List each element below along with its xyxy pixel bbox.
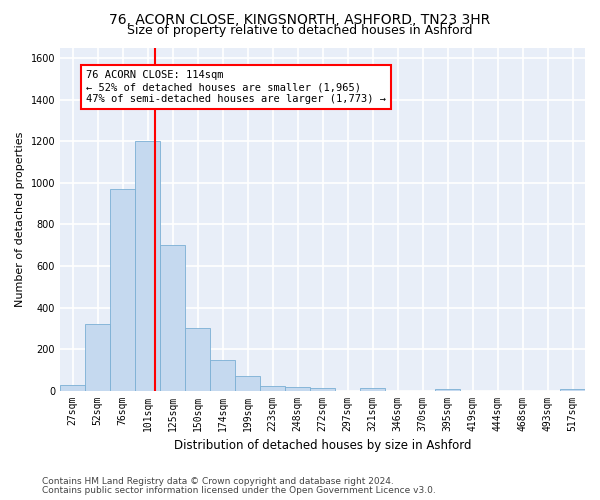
Y-axis label: Number of detached properties: Number of detached properties: [15, 132, 25, 307]
Bar: [310, 388, 335, 391]
Bar: [285, 387, 310, 391]
Bar: [135, 141, 160, 391]
X-axis label: Distribution of detached houses by size in Ashford: Distribution of detached houses by size …: [174, 440, 471, 452]
Text: 76 ACORN CLOSE: 114sqm
← 52% of detached houses are smaller (1,965)
47% of semi-: 76 ACORN CLOSE: 114sqm ← 52% of detached…: [86, 70, 386, 104]
Text: 76, ACORN CLOSE, KINGSNORTH, ASHFORD, TN23 3HR: 76, ACORN CLOSE, KINGSNORTH, ASHFORD, TN…: [109, 12, 491, 26]
Bar: [435, 389, 460, 391]
Bar: [560, 389, 585, 391]
Text: Contains public sector information licensed under the Open Government Licence v3: Contains public sector information licen…: [42, 486, 436, 495]
Bar: [85, 324, 110, 391]
Bar: [260, 386, 285, 391]
Text: Size of property relative to detached houses in Ashford: Size of property relative to detached ho…: [127, 24, 473, 37]
Bar: [235, 376, 260, 391]
Bar: [160, 246, 185, 391]
Bar: [360, 388, 385, 391]
Bar: [185, 328, 210, 391]
Text: Contains HM Land Registry data © Crown copyright and database right 2024.: Contains HM Land Registry data © Crown c…: [42, 477, 394, 486]
Bar: [210, 360, 235, 391]
Bar: [110, 189, 135, 391]
Bar: [60, 385, 85, 391]
